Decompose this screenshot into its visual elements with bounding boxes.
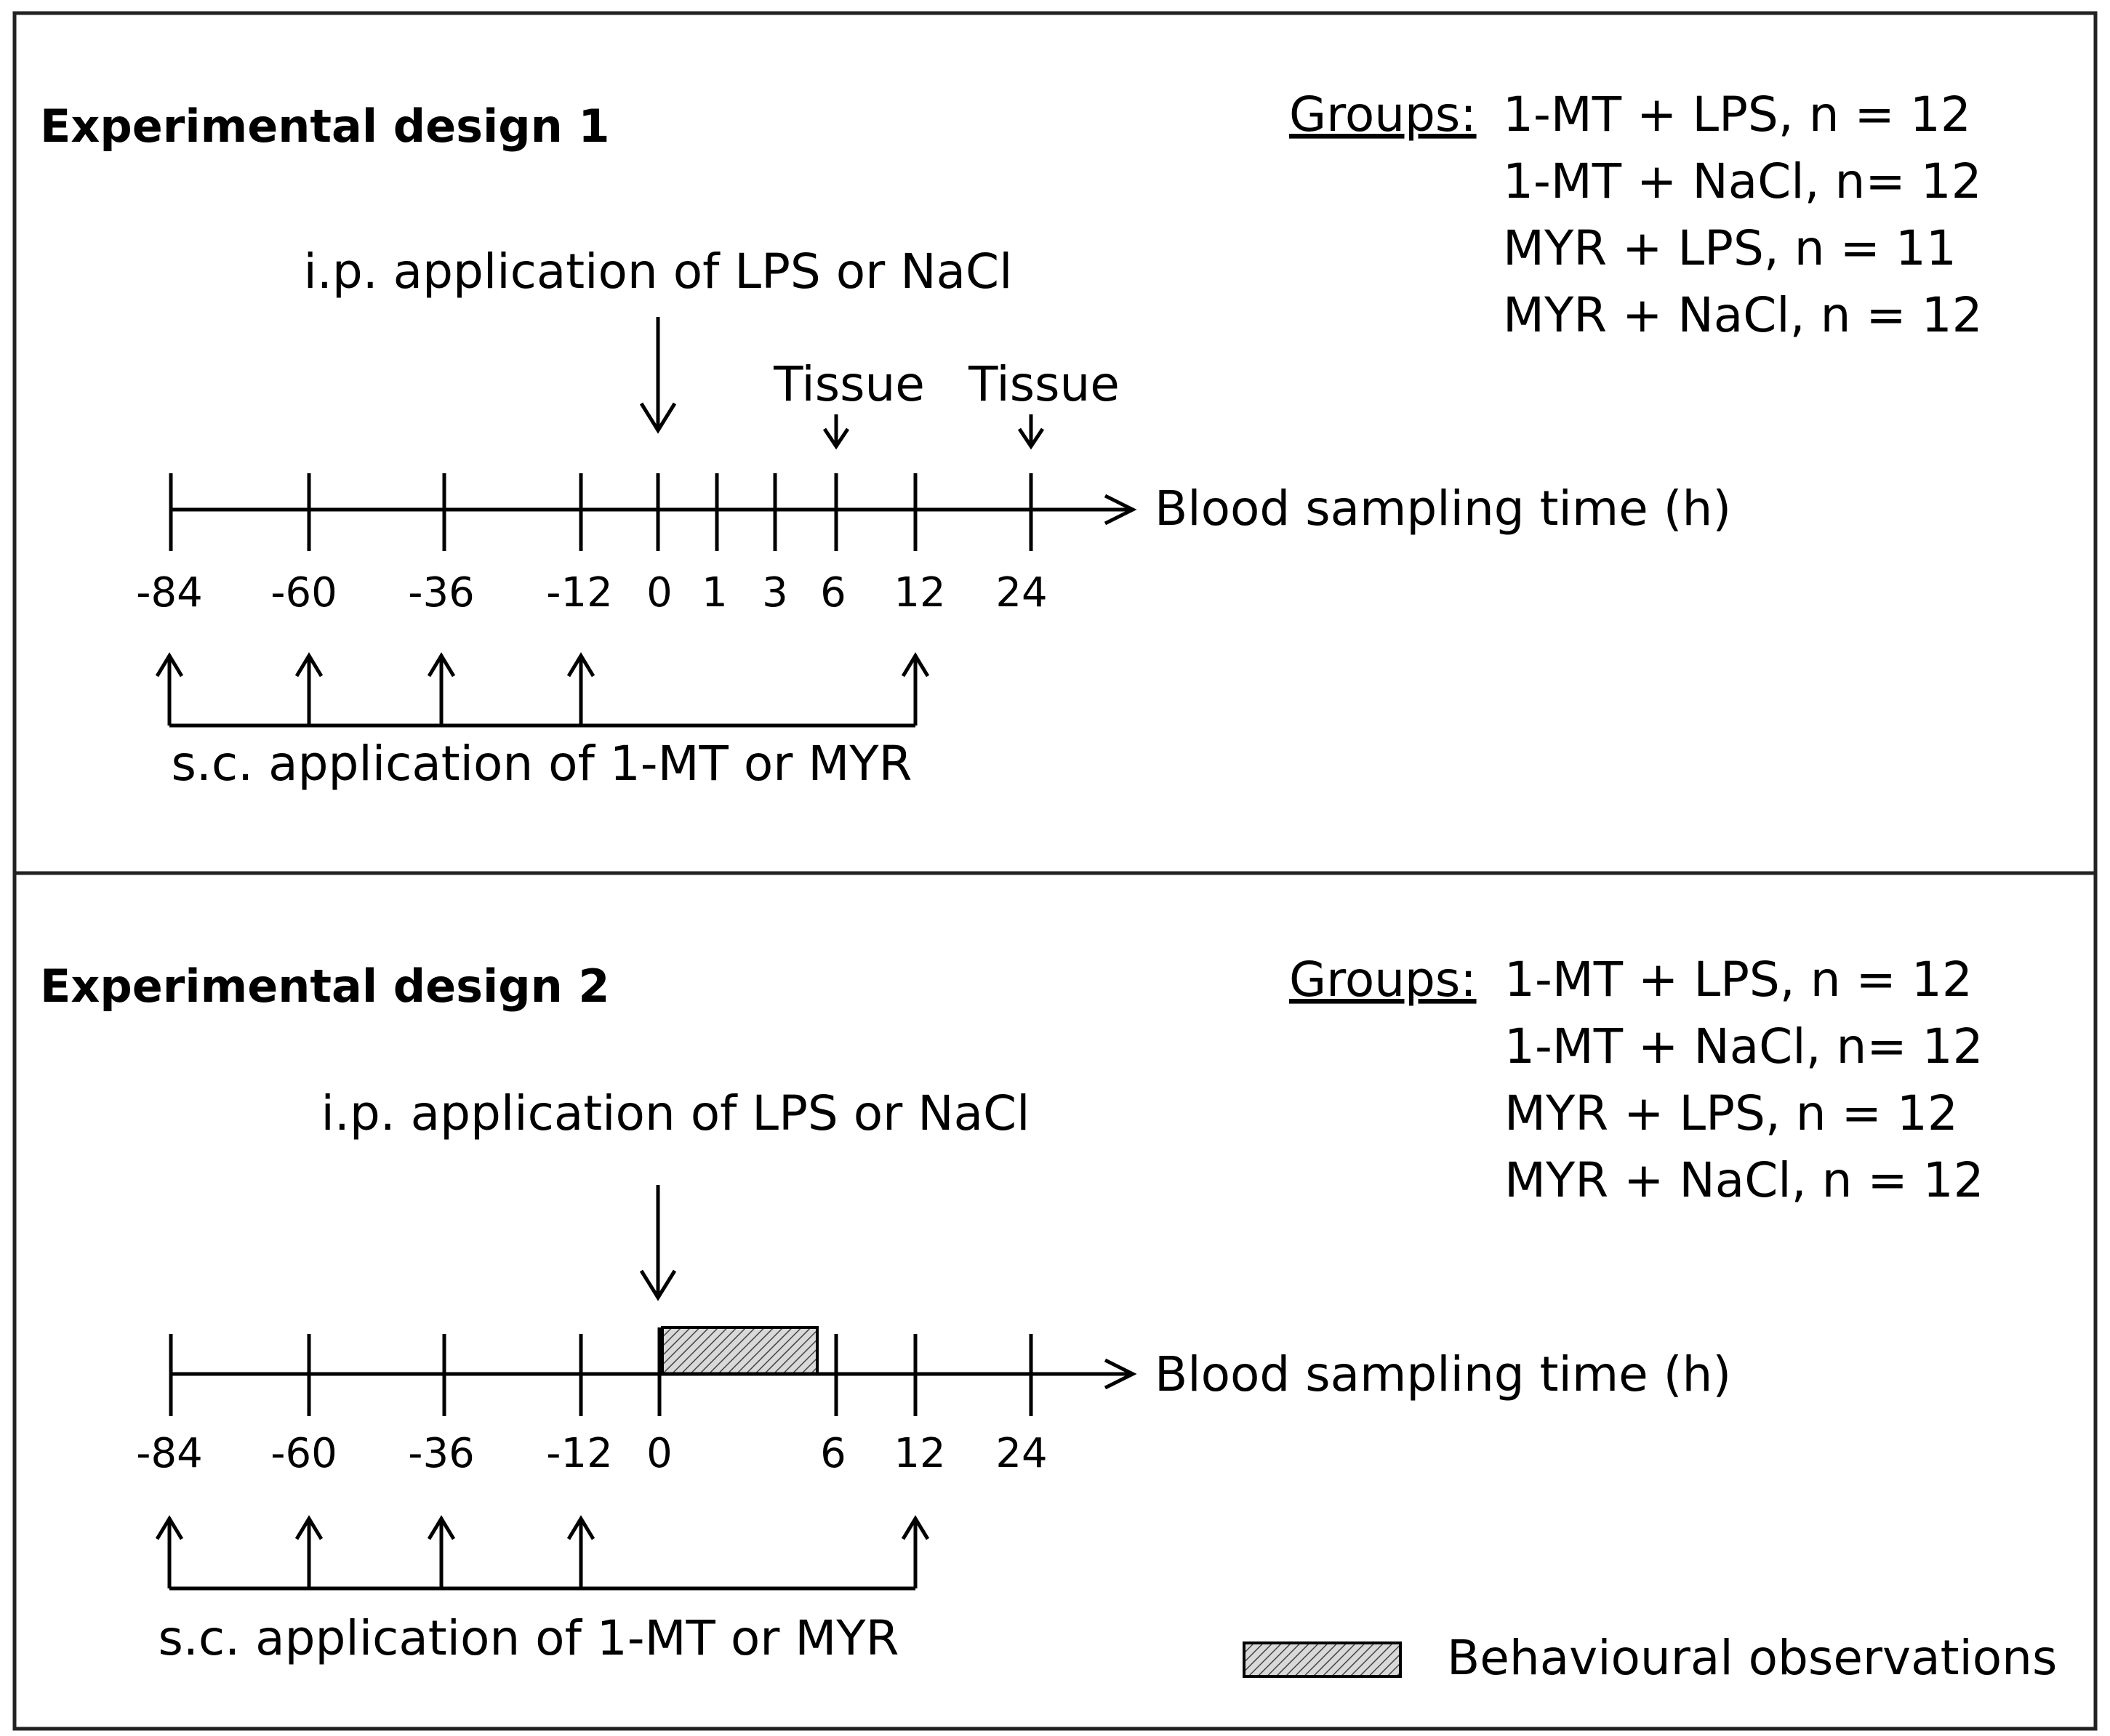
panel-2-tick-label: 6 (820, 1430, 846, 1477)
panel-1: Experimental design 1 Groups: 1-MT + LPS… (40, 87, 1983, 792)
panel-1-group-2: 1-MT + NaCl, n= 12 (1503, 153, 1982, 209)
panel-2-tick-label: 12 (894, 1430, 945, 1477)
panel-2-sc-bracket (155, 1515, 930, 1591)
panel-1-ip-label: i.p. application of LPS or NaCl (304, 244, 1013, 300)
panel-1-sc-bracket (155, 652, 930, 728)
panel-1-tick-marks (169, 473, 1033, 551)
panel-1-sc-arrowhead (566, 652, 595, 678)
panel-2-behaviour-box (661, 1326, 819, 1375)
panel-2-group-1: 1-MT + LPS, n = 12 (1504, 952, 1973, 1008)
panel-1-sc-label: s.c. application of 1-MT or MYR (172, 736, 912, 792)
panel-1-sc-arrowhead (427, 652, 456, 678)
panel-1-groups-label: Groups: (1289, 87, 1477, 142)
panel-2-sc-arrowhead (901, 1515, 930, 1540)
panel-2-tick-label: 24 (995, 1430, 1047, 1477)
panel-1-tick-label: 6 (820, 569, 846, 616)
panel-1-ip-arrowhead (639, 402, 677, 434)
panel-1-tick-label: 0 (646, 569, 673, 616)
panel-1-sc-arrowhead (901, 652, 930, 678)
legend-label: Behavioural observations (1447, 1630, 2057, 1686)
panel-2-groups-label: Groups: (1289, 952, 1477, 1008)
panel-2-sc-arrowhead (155, 1515, 184, 1540)
panel-2-tick-label: -12 (546, 1430, 612, 1477)
panel-2-ip-label: i.p. application of LPS or NaCl (321, 1085, 1030, 1141)
panel-1-group-4: MYR + NaCl, n = 12 (1503, 287, 1983, 343)
panel-1-tick-label: -36 (408, 569, 474, 616)
panel-1-axis-label: Blood sampling time (h) (1155, 481, 1731, 537)
panel-2-timeline-arrowhead (1104, 1358, 1137, 1390)
panel-1-tick-label: 3 (762, 569, 788, 616)
panel-1-tick-label: -84 (136, 569, 202, 616)
panel-1-sc-arrowhead (294, 652, 324, 678)
panel-1-tick-labels: -84 -60 -36 -12 0 1 3 6 12 24 (136, 569, 1047, 616)
panel-1-group-1: 1-MT + LPS, n = 12 (1503, 87, 1971, 142)
panel-1-tissue-label-1: Tissue (773, 356, 925, 412)
panel-2-sc-arrowhead (427, 1515, 456, 1540)
panel-2-tick-label: 0 (646, 1430, 673, 1477)
panel-1-timeline-arrowhead (1104, 494, 1137, 526)
panel-2-group-4: MYR + NaCl, n = 12 (1504, 1152, 1984, 1208)
panel-2-sc-arrowhead (294, 1515, 324, 1540)
panel-1-tissue-arrowhead-2 (1017, 427, 1045, 450)
panel-1-tick-label: -60 (270, 569, 337, 616)
panel-2-tick-label: -36 (408, 1430, 474, 1477)
panel-2-frame (12, 871, 2098, 1731)
panel-1-tick-label: 1 (702, 569, 728, 616)
panel-1-tissue-arrowhead-1 (822, 427, 850, 450)
panel-1-title: Experimental design 1 (40, 100, 610, 153)
panel-2-group-3: MYR + LPS, n = 12 (1504, 1085, 1958, 1141)
panel-1-sc-arrowhead (155, 652, 184, 678)
panel-2: Experimental design 2 Groups: 1-MT + LPS… (40, 952, 2057, 1686)
panel-2-sc-label: s.c. application of 1-MT or MYR (159, 1610, 899, 1666)
panel-1-tissue-label-2: Tissue (968, 356, 1120, 412)
panel-2-ip-arrowhead (639, 1269, 677, 1301)
panel-2-axis-label: Blood sampling time (h) (1155, 1346, 1731, 1402)
panel-1-tick-label: 24 (995, 569, 1047, 616)
panel-2-tick-marks (169, 1327, 1033, 1416)
panel-1-tick-label: 12 (894, 569, 945, 616)
panel-2-tick-label: -60 (270, 1430, 337, 1477)
legend-hatch-swatch (1243, 1641, 1402, 1678)
panel-2-group-2: 1-MT + NaCl, n= 12 (1504, 1018, 1983, 1074)
panel-2-title: Experimental design 2 (40, 960, 610, 1013)
panel-2-sc-arrowhead (566, 1515, 595, 1540)
panel-1-group-3: MYR + LPS, n = 11 (1503, 220, 1957, 276)
panel-1-tick-label: -12 (546, 569, 612, 616)
panel-2-tick-labels: -84 -60 -36 -12 0 6 12 24 (136, 1430, 1047, 1477)
panel-2-tick-label: -84 (136, 1430, 202, 1477)
